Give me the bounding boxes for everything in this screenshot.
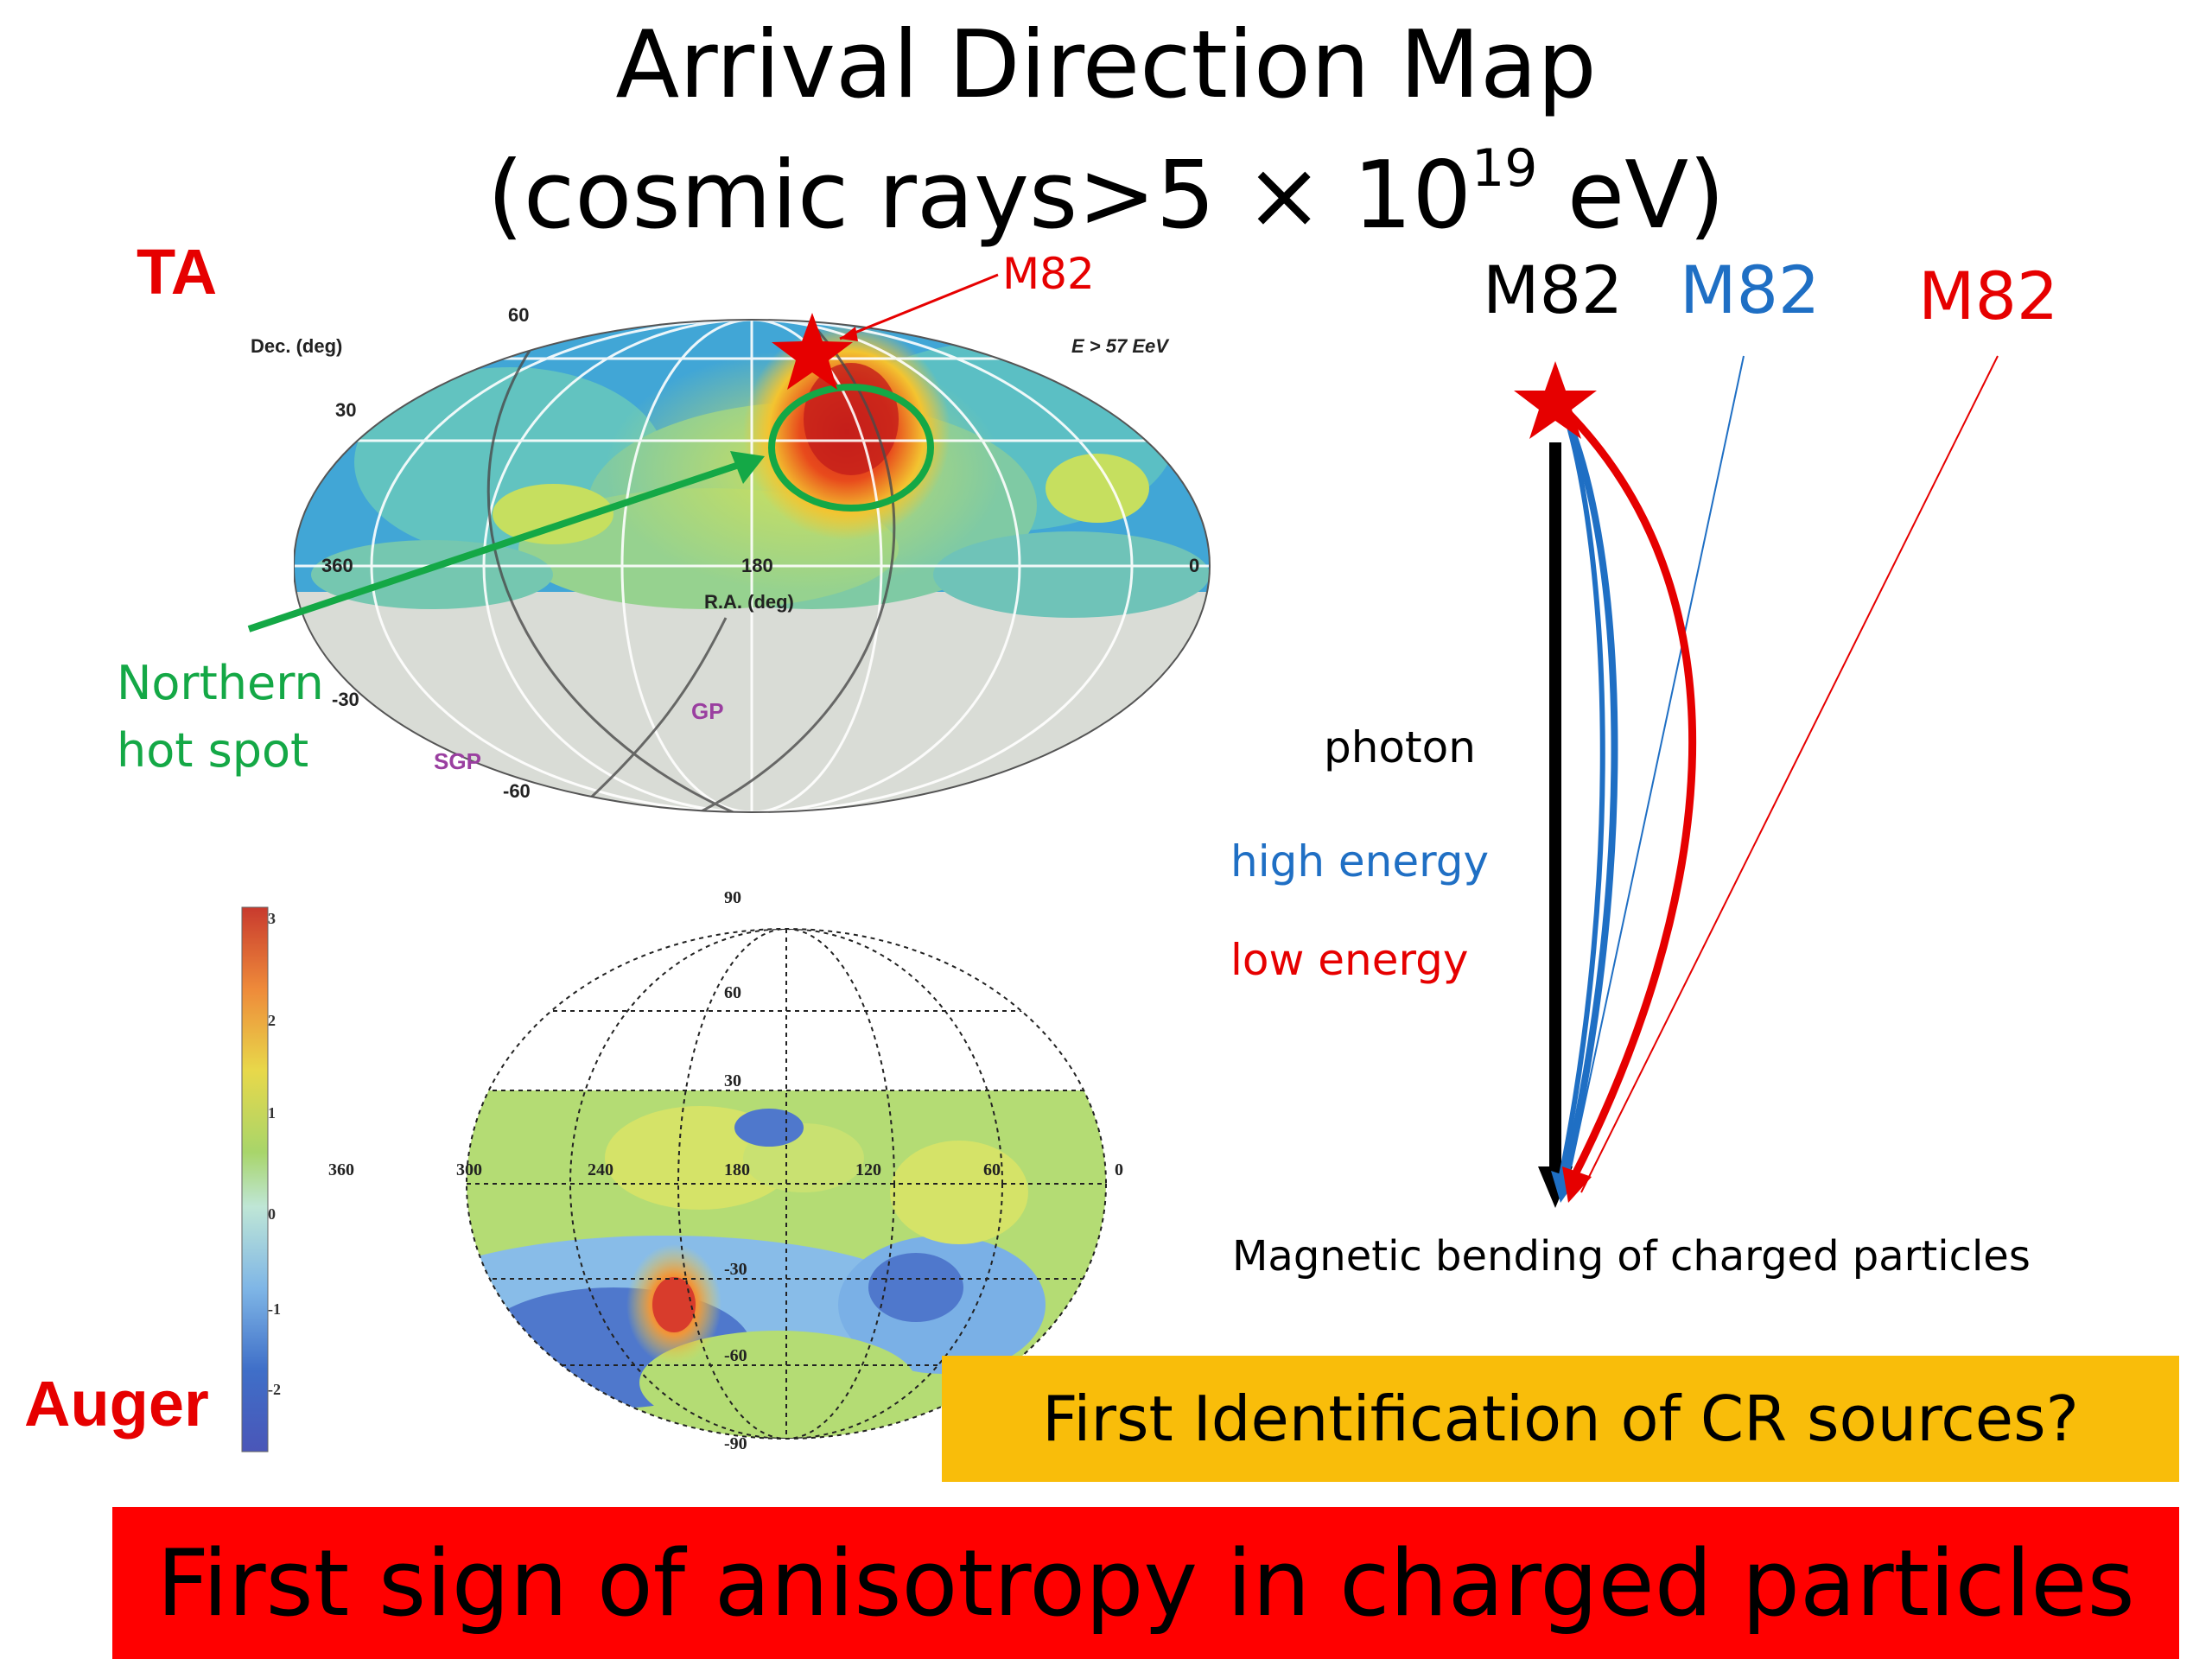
cbar-tick-minus1: -1: [268, 1300, 281, 1318]
auger-dec-90: 90: [724, 888, 741, 907]
ta-energy-label: E > 57 EeV: [1071, 335, 1168, 357]
hotspot-label: Northern hot spot: [117, 650, 324, 785]
m82-high-energy-label: M82: [1680, 251, 1821, 328]
auger-dec-minus90: -90: [724, 1434, 747, 1453]
question-banner-text: First Identification of CR sources?: [1042, 1382, 2079, 1455]
auger-dec-minus60: -60: [724, 1346, 747, 1365]
slide-title-line1: Arrival Direction Map: [615, 11, 1597, 119]
title-line2-suffix: eV): [1537, 142, 1726, 250]
auger-ra-300: 300: [456, 1160, 482, 1179]
hotspot-label-line1: Northern: [117, 656, 324, 710]
hotspot-arrow: [247, 461, 743, 632]
ta-dec-tick-minus30: -30: [332, 689, 359, 710]
low-energy-path: [1565, 410, 1697, 1182]
slide-title-line2: (cosmic rays>5 × 1019 eV): [0, 143, 2212, 243]
cbar-tick-2: 2: [268, 1012, 276, 1029]
auger-ra-180: 180: [724, 1160, 750, 1179]
question-banner: First Identification of CR sources?: [942, 1356, 2179, 1482]
auger-sky-map: [241, 906, 1107, 1452]
auger-dec-60: 60: [724, 983, 741, 1002]
auger-ra-360: 360: [328, 1160, 354, 1179]
ta-gp-label: GP: [691, 698, 724, 724]
legend-low-energy: low energy: [1230, 935, 1469, 985]
bending-caption: Magnetic bending of charged particles: [1232, 1232, 2031, 1281]
auger-ra-120: 120: [855, 1160, 881, 1179]
hotspot-label-line2: hot spot: [117, 723, 309, 779]
ta-ra-axis-label: R.A. (deg): [704, 591, 794, 613]
ta-dec-tick-minus60: -60: [503, 780, 531, 802]
auger-ra-240: 240: [588, 1160, 613, 1179]
hotspot-arrowhead: [730, 451, 765, 484]
title-line2-prefix: (cosmic rays>5 × 10: [486, 142, 1472, 250]
high-energy-path: [1560, 413, 1618, 1185]
auger-dec-minus30: -30: [724, 1260, 747, 1279]
bending-m82-star: [1514, 361, 1597, 439]
ta-m82-label: M82: [1002, 249, 1095, 299]
auger-ra-0: 0: [1115, 1160, 1123, 1179]
ta-dec-axis-label: Dec. (deg): [251, 335, 343, 357]
title-exponent: 19: [1471, 138, 1538, 199]
hotspot-circle: [768, 384, 934, 512]
conclusion-banner: First sign of anisotropy in charged part…: [112, 1507, 2179, 1659]
cbar-tick-1: 1: [268, 1104, 276, 1122]
ta-m82-star: [772, 313, 853, 390]
low-energy-arrowhead: [1562, 1166, 1592, 1203]
conclusion-banner-text: First sign of anisotropy in charged part…: [156, 1529, 2135, 1637]
legend-high-energy: high energy: [1230, 836, 1490, 887]
ta-ra-tick-0: 0: [1189, 555, 1200, 576]
cbar-tick-minus2: -2: [268, 1381, 281, 1398]
m82-pointer-arrowhead: [840, 327, 858, 341]
ta-ra-tick-360: 360: [321, 555, 353, 576]
ta-ra-tick-180: 180: [741, 555, 773, 576]
ta-sgp-label: SGP: [434, 748, 481, 774]
auger-label: Auger: [24, 1368, 209, 1440]
ta-label: TA: [137, 236, 218, 308]
ta-sky-map: [294, 319, 1211, 813]
auger-dec-30: 30: [724, 1071, 741, 1090]
auger-ra-60: 60: [983, 1160, 1001, 1179]
cbar-tick-3: 3: [268, 910, 276, 927]
legend-photon: photon: [1324, 722, 1476, 772]
ta-dec-tick-30: 30: [335, 399, 357, 421]
low-energy-sightline: [1580, 355, 1999, 1193]
ta-dec-tick-60: 60: [508, 304, 530, 326]
high-energy-path-2: [1557, 414, 1605, 1185]
high-energy-sightline: [1565, 355, 1745, 1193]
m82-photon-label: M82: [1483, 251, 1624, 328]
auger-colorbar: [241, 906, 269, 1452]
cbar-tick-0: 0: [268, 1205, 276, 1223]
m82-low-energy-label: M82: [1918, 257, 2059, 334]
m82-pointer-arrow: [839, 273, 999, 340]
